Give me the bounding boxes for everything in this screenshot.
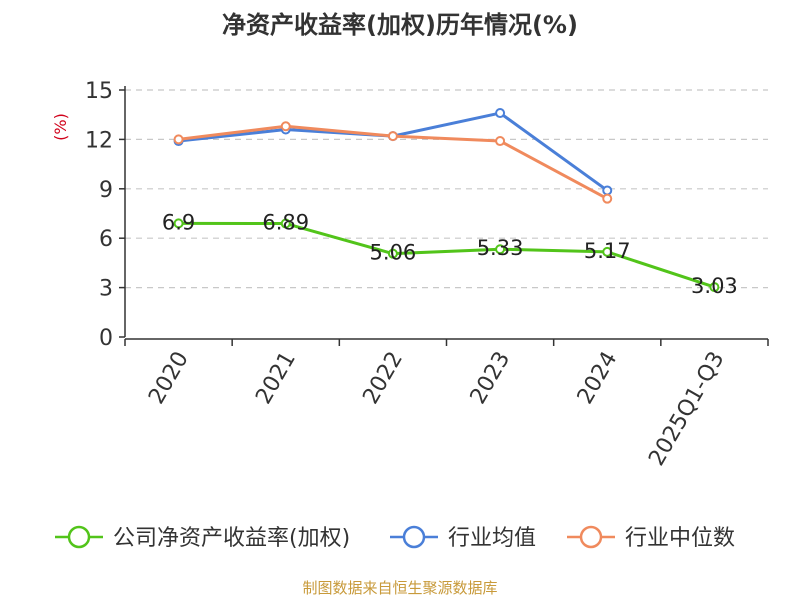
- chart-title: 净资产收益率(加权)历年情况(%): [222, 11, 578, 39]
- y-tick-label: 12: [85, 128, 113, 153]
- data-point: [602, 193, 613, 204]
- y-tick-label: 3: [99, 277, 113, 302]
- data-point: [495, 136, 506, 147]
- y-tick-label: 9: [99, 178, 113, 203]
- legend: 公司净资产收益率(加权) 行业均值 行业中位数: [55, 525, 735, 551]
- data-label: 5.17: [584, 239, 631, 263]
- series-lines: [173, 108, 720, 293]
- data-point: [173, 218, 184, 229]
- footer-source: 制图数据来自恒生聚源数据库: [302, 579, 497, 597]
- legend-label: 公司净资产收益率(加权): [113, 526, 350, 551]
- data-labels: 6.9 6.89 5.06 5.33 5.17 3.03: [162, 210, 738, 298]
- data-point: [602, 246, 613, 257]
- series-line: [178, 221, 715, 289]
- data-point: [280, 121, 291, 132]
- series-line: [178, 111, 609, 192]
- legend-swatch-marker: [67, 525, 91, 549]
- data-point: [709, 282, 720, 293]
- legend-label: 行业中位数: [625, 526, 735, 551]
- legend-swatch-marker: [579, 525, 603, 549]
- data-label: 6.89: [262, 211, 309, 235]
- legend-swatch-marker: [402, 525, 426, 549]
- data-point: [495, 244, 506, 255]
- data-point: [495, 108, 506, 119]
- y-axis-label: (%): [51, 113, 70, 141]
- x-tick-label: 2020: [144, 348, 194, 409]
- x-tick-label: 2023: [466, 348, 516, 409]
- data-point: [387, 248, 398, 259]
- data-point: [387, 131, 398, 142]
- legend-label: 行业均值: [448, 526, 536, 551]
- data-point: [602, 185, 613, 196]
- grid: [125, 89, 768, 289]
- y-tick-label: 6: [99, 227, 113, 252]
- x-tick-label: 2025Q1-Q3: [644, 348, 729, 471]
- x-tick-label: 2021: [251, 348, 301, 409]
- data-point: [280, 218, 291, 229]
- data-label: 3.03: [691, 274, 738, 298]
- x-tick-label: 2024: [573, 348, 623, 409]
- x-tick-label: 2022: [358, 348, 408, 409]
- y-tick-label: 15: [85, 79, 113, 104]
- data-point: [173, 134, 184, 145]
- data-label: 5.33: [477, 236, 524, 260]
- data-label: 6.9: [162, 210, 195, 234]
- y-tick-label: 0: [99, 326, 113, 351]
- data-label: 5.06: [370, 241, 417, 265]
